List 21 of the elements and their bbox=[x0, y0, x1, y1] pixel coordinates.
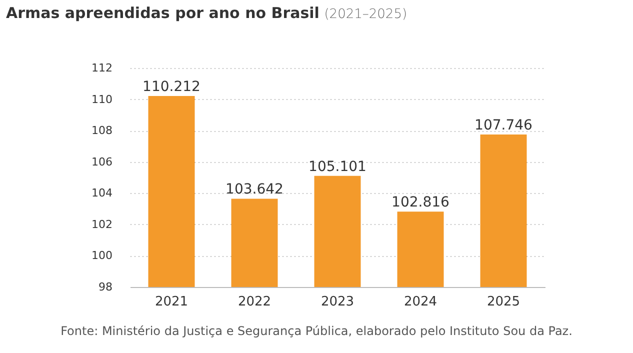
x-tick-label: 2021 bbox=[154, 294, 188, 310]
x-tick-label: 2022 bbox=[238, 294, 272, 310]
y-tick-label: 100 bbox=[92, 249, 112, 262]
y-tick-label: 106 bbox=[92, 155, 112, 168]
chart-title: Armas apreendidas por ano no Brasil bbox=[6, 4, 320, 22]
source-note: Fonte: Ministério da Justiça e Segurança Pública, elaborado pelo Instituto Sou da Paz. bbox=[60, 324, 574, 338]
data-label: 102.816 bbox=[392, 194, 450, 211]
data-label: 105.101 bbox=[308, 158, 366, 175]
data-label: 103.642 bbox=[226, 182, 284, 198]
y-tick-label: 108 bbox=[92, 124, 112, 138]
y-tick-label: 110 bbox=[92, 92, 112, 106]
x-tick-label: 2024 bbox=[404, 294, 438, 310]
x-tick-label: 2025 bbox=[486, 294, 520, 310]
y-tick-label: 104 bbox=[92, 186, 112, 200]
y-tick-label: 98 bbox=[98, 280, 112, 294]
y-tick-label: 102 bbox=[92, 218, 112, 231]
x-tick-label: 2023 bbox=[320, 294, 354, 310]
data-label: 107.746 bbox=[474, 118, 533, 134]
data-label: 110.212 bbox=[142, 78, 200, 95]
y-tick-label: 112 bbox=[92, 62, 112, 74]
chart-subtitle: (2021–2025) bbox=[324, 7, 408, 22]
